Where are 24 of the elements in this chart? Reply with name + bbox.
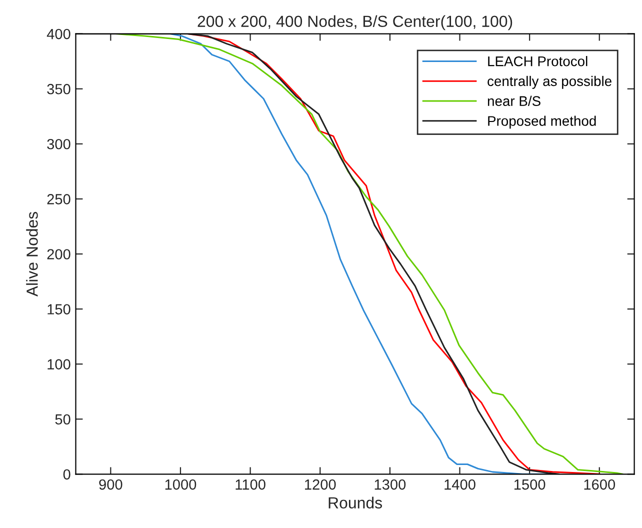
y-tick-label: 200	[47, 249, 70, 260]
x-tick-label: 1000	[165, 479, 196, 490]
y-tick-label: 250	[47, 194, 70, 204]
legend-label: near B/S	[488, 96, 540, 106]
y-tick-label: 100	[48, 359, 70, 370]
x-tick-label: 1500	[514, 479, 546, 490]
legend-label: LEACH Protocol	[488, 56, 588, 66]
x-tick-label: 1100	[236, 479, 266, 490]
x-tick-label: 1600	[584, 479, 616, 490]
x-tick-label: 1200	[305, 479, 336, 490]
legend-label: Proposed method	[488, 116, 596, 129]
legend-label: centrally as possible	[488, 76, 612, 89]
x-tick-label: 1300	[374, 479, 406, 490]
y-tick-label: 150	[48, 304, 70, 314]
x-tick-label: 1400	[444, 479, 476, 490]
y-tick-label: 400	[46, 28, 70, 40]
chart-title: 200 x 200, 400 Nodes, B/S Center(100, 100)	[198, 15, 512, 30]
y-tick-label: 50	[55, 414, 70, 425]
y-tick-label: 300	[47, 138, 70, 150]
y-tick-label: 350	[47, 84, 70, 94]
x-tick-label: 900	[99, 479, 122, 490]
y-axis-title: Alive Nodes	[26, 212, 38, 297]
x-axis-title: Rounds	[328, 496, 382, 508]
y-tick-label: 0	[63, 469, 70, 480]
